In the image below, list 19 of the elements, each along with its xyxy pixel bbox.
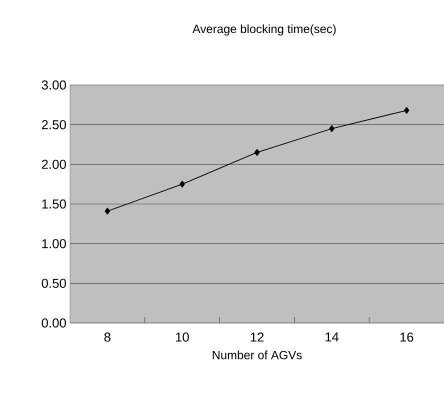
y-tick-label: 0.00	[42, 318, 66, 328]
y-tick-label: 1.00	[42, 239, 66, 248]
y-tick-label: 0.50	[42, 278, 66, 288]
chart-title: Average blocking time(sec)	[192, 24, 336, 36]
x-tick-label: 14	[326, 332, 339, 342]
x-tick-label: 10	[176, 332, 189, 342]
point	[254, 148, 260, 156]
y-tick-label: 2.50	[42, 120, 66, 130]
x-tick-label: 12	[250, 332, 264, 342]
x-tick-label: 8	[104, 332, 110, 342]
y-tick-label: 3.00	[42, 80, 66, 90]
point	[180, 180, 185, 188]
point	[404, 106, 410, 114]
point	[104, 208, 110, 215]
x-tick-label: 16	[400, 332, 414, 342]
y-tick-label: 1.50	[42, 199, 66, 209]
y-tick-label: 2.00	[42, 160, 66, 169]
x-axis-title: Number of AGVs	[212, 350, 302, 360]
point	[329, 125, 334, 132]
